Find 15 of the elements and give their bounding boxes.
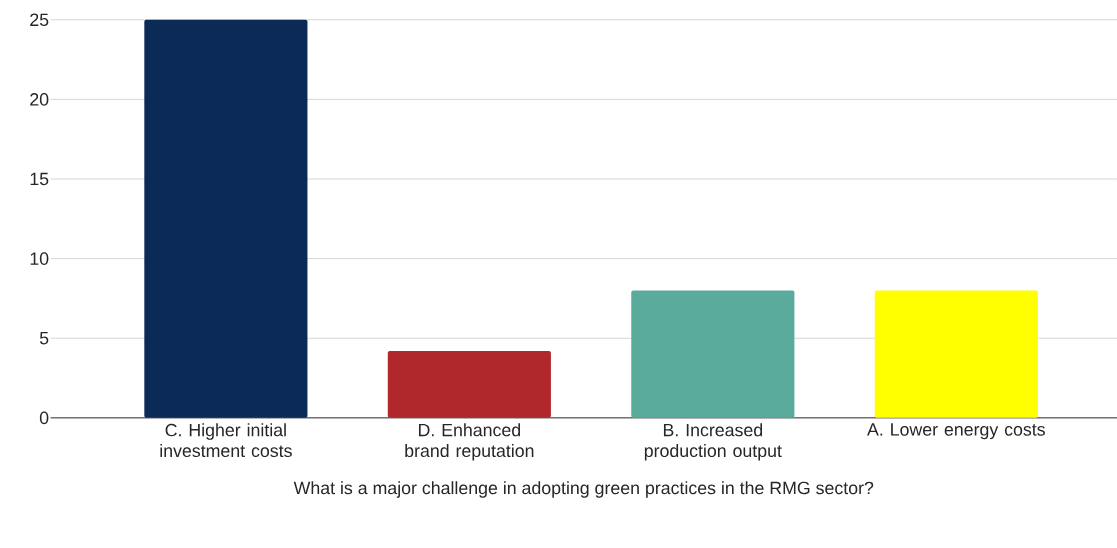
bar <box>631 290 795 419</box>
bar <box>387 351 551 419</box>
y-tick-label: 25 <box>30 13 49 27</box>
x-tick-label: C. Higher initial investment costs <box>160 423 292 458</box>
y-tick-label: 10 <box>30 252 49 266</box>
x-tick-label: A. Lower energy costs <box>867 423 1045 440</box>
x-axis-title: What is a major challenge in adopting green practices in the RMG sector? <box>293 481 874 498</box>
y-tick-label: 0 <box>39 411 49 425</box>
y-tick-label: 5 <box>39 332 49 345</box>
y-tick-label: 20 <box>30 93 49 106</box>
bar <box>144 20 308 419</box>
y-tick-label: 15 <box>30 173 49 186</box>
x-tick-label: D. Enhanced brand reputation <box>405 423 534 461</box>
x-tick-label: B. Increased production output <box>644 423 782 461</box>
bar <box>874 290 1038 419</box>
